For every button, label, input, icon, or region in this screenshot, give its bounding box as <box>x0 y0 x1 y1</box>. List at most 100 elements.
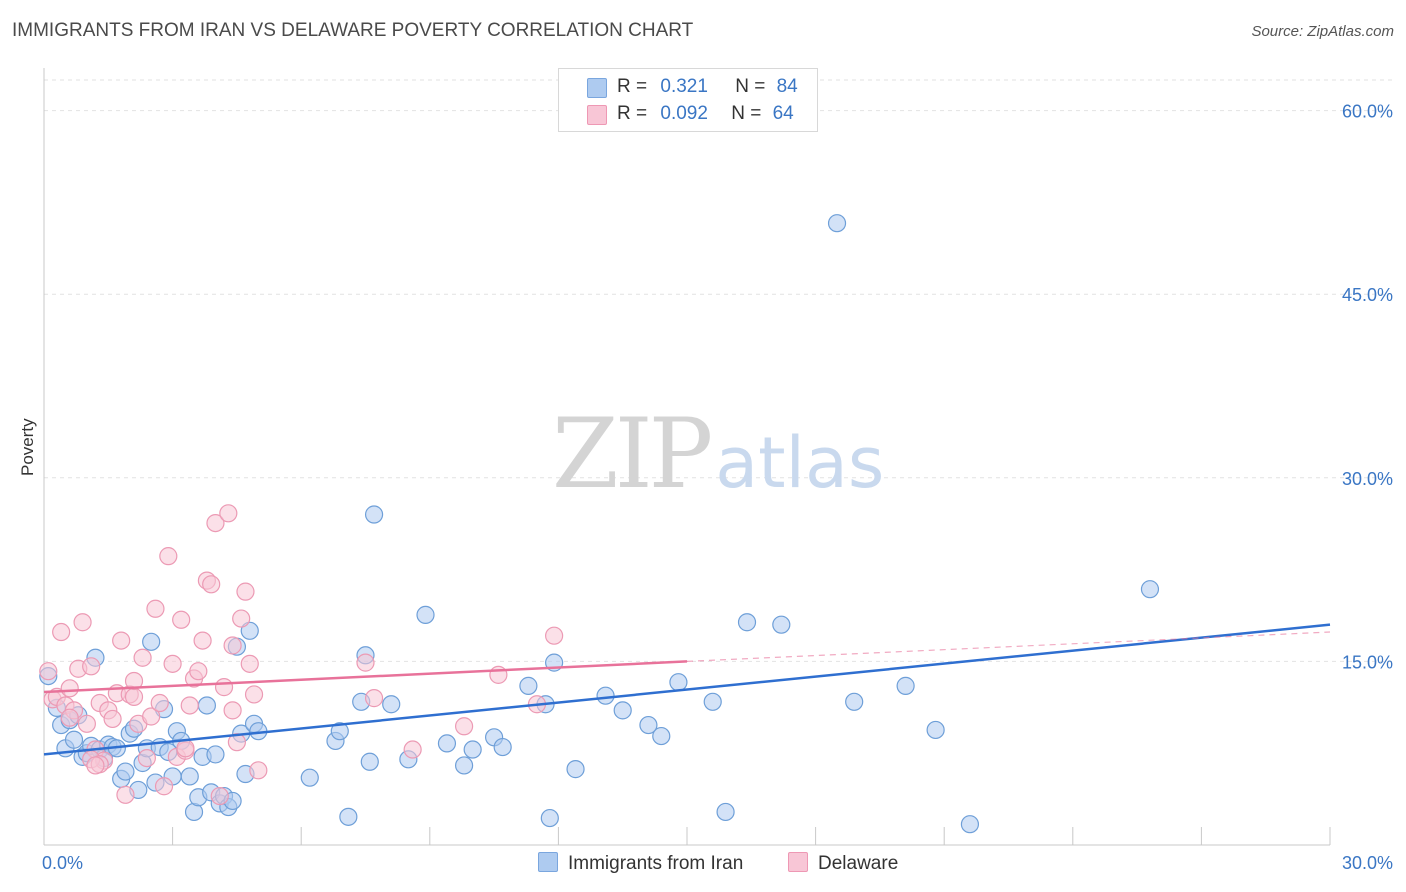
y-tick-label: 30.0% <box>1342 469 1393 489</box>
legend-n-label: N = <box>735 76 766 97</box>
point-iran <box>669 673 688 692</box>
point-delaware <box>227 733 246 752</box>
point-iran <box>142 632 161 651</box>
point-delaware <box>180 696 199 715</box>
legend-swatch-iran <box>587 78 607 98</box>
point-delaware <box>103 709 122 729</box>
point-iran <box>463 740 482 759</box>
point-delaware <box>545 626 564 645</box>
point-delaware <box>82 657 101 676</box>
bottom-legend-label-delaware: Delaware <box>818 853 899 874</box>
bottom-legend-delaware: Delaware <box>788 852 898 875</box>
point-iran <box>300 768 319 787</box>
point-iran <box>703 692 722 711</box>
point-iran <box>772 615 791 634</box>
point-delaware <box>356 653 375 672</box>
y-tick-label: 60.0% <box>1342 102 1393 122</box>
legend-r-value: 0.092 <box>660 103 708 124</box>
point-iran <box>454 756 474 775</box>
point-delaware <box>240 654 259 673</box>
watermark: ZIPatlas <box>552 398 884 510</box>
x-tick-label: 0.0% <box>42 853 83 873</box>
legend-n-label: N = <box>731 103 762 124</box>
point-delaware <box>163 654 182 673</box>
legend-n-value: 84 <box>776 76 798 97</box>
bottom-legend-label-iran: Immigrants from Iran <box>568 853 744 874</box>
bottom-legend-swatch-delaware <box>788 852 808 872</box>
point-iran <box>926 720 945 740</box>
point-iran <box>330 722 349 741</box>
bottom-legend-swatch-iran <box>538 852 558 872</box>
point-iran <box>960 815 980 834</box>
stats-legend: R = 0.321 N = 84 R = 0.092 N = 64 <box>558 68 818 132</box>
legend-r-label: R = <box>617 103 648 124</box>
point-delaware <box>60 679 79 698</box>
point-delaware <box>236 582 255 601</box>
point-iran <box>197 696 216 715</box>
watermark-atlas: atlas <box>715 422 885 504</box>
axes <box>43 68 1331 846</box>
point-delaware <box>249 761 268 780</box>
point-delaware <box>219 504 238 523</box>
point-delaware <box>137 748 156 768</box>
point-iran <box>845 692 864 711</box>
point-delaware <box>206 513 225 533</box>
point-iran <box>360 752 379 771</box>
point-delaware <box>150 693 169 713</box>
legend-r-label: R = <box>617 76 648 97</box>
point-iran <box>896 676 915 695</box>
point-iran <box>716 802 735 822</box>
y-axis-label: Poverty <box>18 418 37 476</box>
trend-lines <box>43 623 1331 756</box>
point-iran <box>382 695 401 714</box>
point-iran <box>437 734 457 753</box>
point-delaware <box>159 547 178 566</box>
tick-labels: 15.0% 30.0% 45.0% 60.0% 0.0% 30.0% <box>42 102 1393 873</box>
point-delaware <box>60 708 79 727</box>
point-delaware <box>202 575 221 594</box>
point-delaware <box>223 701 242 720</box>
legend-swatch-delaware <box>587 105 607 125</box>
point-iran <box>493 737 512 757</box>
point-delaware <box>124 671 144 691</box>
point-delaware <box>210 786 229 806</box>
point-delaware <box>52 622 71 642</box>
point-delaware <box>112 631 131 650</box>
point-iran <box>827 214 847 233</box>
point-delaware <box>116 785 135 804</box>
point-delaware <box>454 717 474 736</box>
point-iran <box>519 676 538 695</box>
point-iran <box>639 715 658 735</box>
point-iran <box>364 505 384 524</box>
point-iran <box>737 613 757 632</box>
point-iran <box>180 767 199 786</box>
point-delaware <box>214 678 234 697</box>
trend-line-delaware <box>43 660 688 694</box>
point-delaware <box>223 636 242 655</box>
grid-lines <box>44 79 1394 662</box>
point-delaware <box>244 685 264 704</box>
point-iran <box>566 760 585 779</box>
point-iran <box>540 808 559 828</box>
y-tick-label: 45.0% <box>1342 285 1393 305</box>
chart-title: IMMIGRANTS FROM IRAN VS DELAWARE POVERTY… <box>12 20 694 41</box>
point-delaware <box>133 648 152 667</box>
point-delaware <box>189 662 208 681</box>
point-delaware <box>193 631 212 650</box>
y-tick-label: 15.0% <box>1342 652 1393 672</box>
point-iran <box>1140 580 1160 599</box>
point-delaware <box>364 689 384 708</box>
x-tick-label: 30.0% <box>1342 853 1393 873</box>
point-delaware <box>124 687 144 706</box>
bottom-legend-iran: Immigrants from Iran <box>538 852 743 875</box>
point-iran <box>64 730 84 749</box>
legend-n-value: 64 <box>772 103 794 124</box>
watermark-zip: ZIP <box>552 398 713 510</box>
point-delaware <box>146 599 165 618</box>
point-iran <box>416 605 435 624</box>
source-label: Source: ZipAtlas.com <box>1251 23 1394 40</box>
point-delaware <box>73 613 92 632</box>
point-iran <box>339 807 358 826</box>
point-iran <box>596 686 615 705</box>
